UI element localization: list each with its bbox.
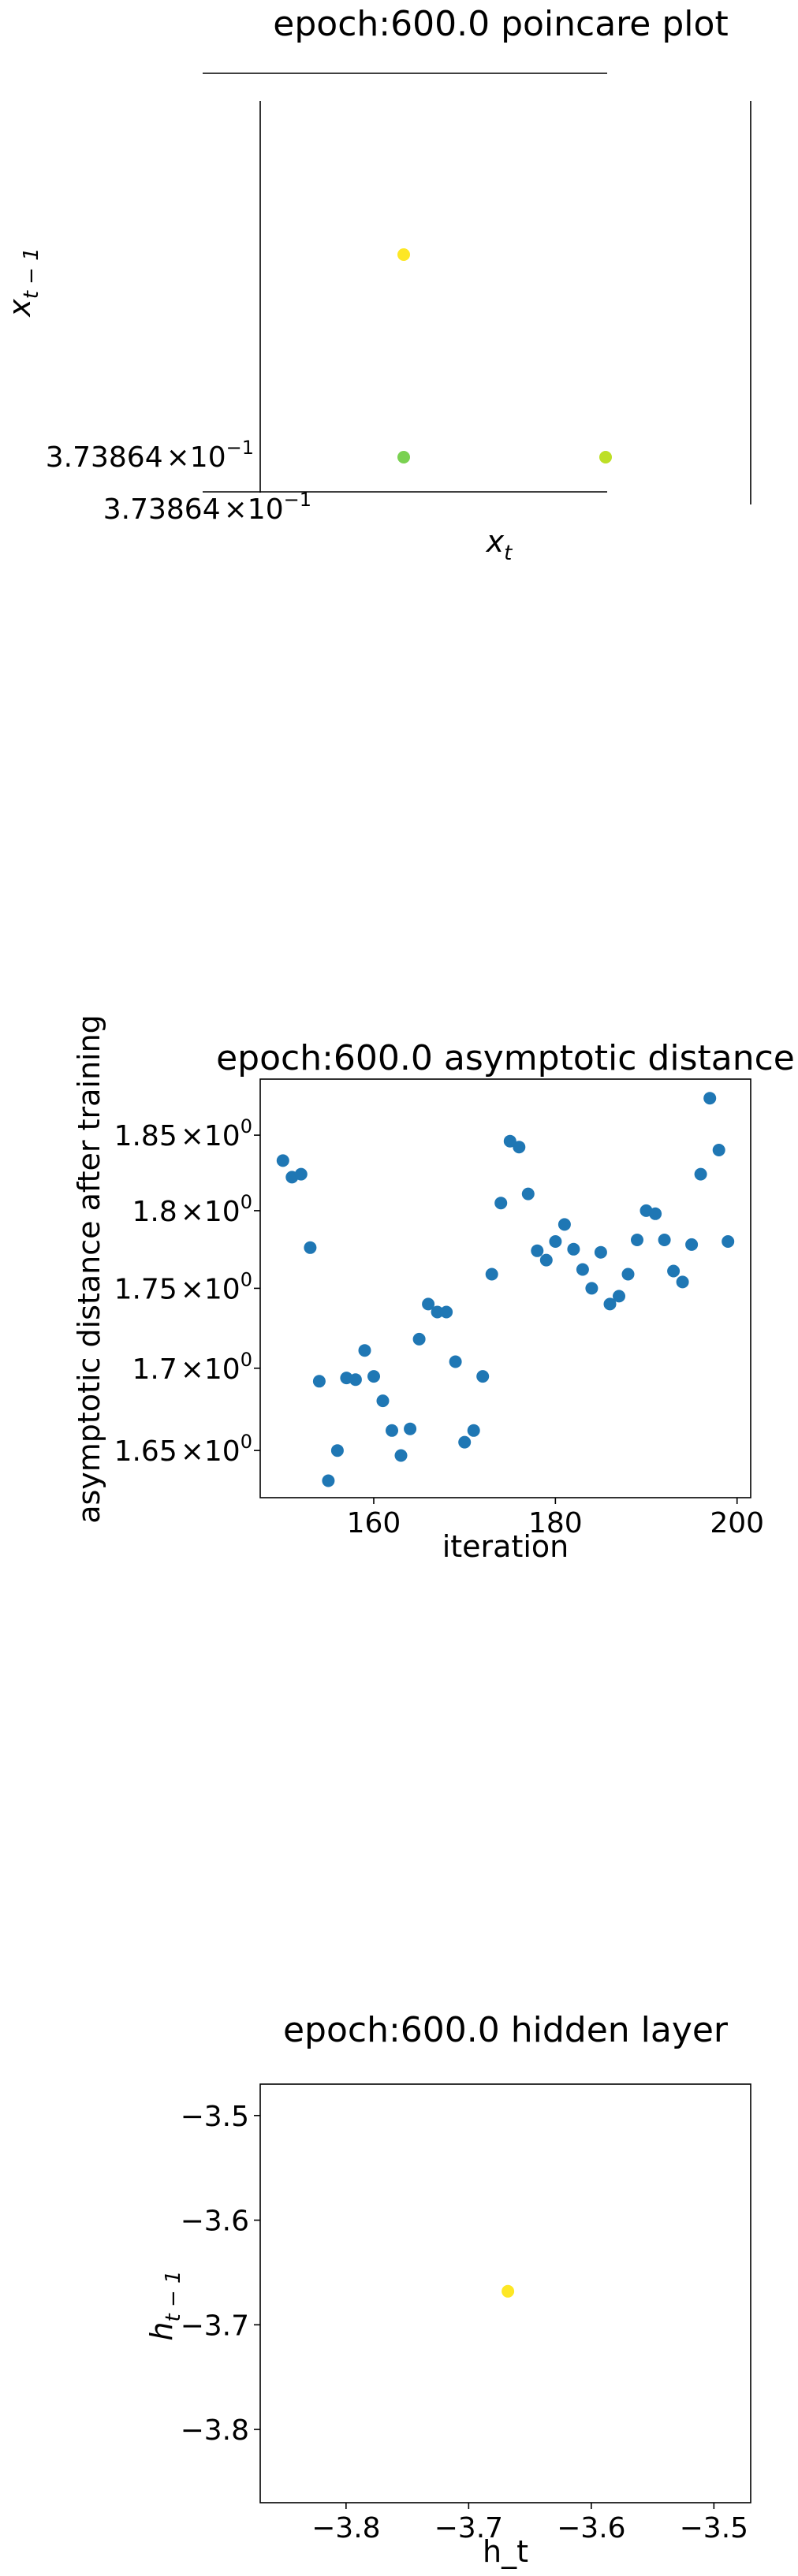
- asymptotic-point: [349, 1373, 362, 1387]
- asymptotic-point: [667, 1264, 681, 1278]
- poincare-chart: epoch:600.0 poincare plot 3.73864 ×10−1 3…: [2, 4, 751, 565]
- hidden-y-tick-label: −3.7: [181, 2310, 249, 2342]
- asymptotic-point: [376, 1394, 390, 1408]
- asymptotic-point: [276, 1154, 289, 1167]
- asymptotic-x-tick-label: 160: [347, 1507, 401, 1539]
- asymptotic-point: [531, 1244, 544, 1257]
- asymptotic-point: [386, 1424, 398, 1437]
- asymptotic-point: [330, 1444, 344, 1457]
- asymptotic-point: [394, 1449, 408, 1462]
- hidden-point: [502, 2284, 515, 2298]
- asymptotic-point: [685, 1238, 699, 1251]
- hidden-y-tick-label: −3.6: [181, 2206, 249, 2238]
- asymptotic-x-ticks: 160 180 200: [347, 1498, 764, 1539]
- asymptotic-point: [603, 1297, 617, 1311]
- asymptotic-point: [440, 1305, 453, 1319]
- asymptotic-point: [621, 1268, 635, 1281]
- hidden-x-tick-label: −3.5: [680, 2512, 748, 2544]
- asymptotic-point: [412, 1332, 426, 1346]
- asymptotic-point: [449, 1355, 462, 1368]
- poincare-point: [397, 451, 410, 463]
- hidden-x-ticks: −3.8 −3.7 −3.6 −3.5: [311, 2503, 748, 2544]
- asymptotic-x-tick-label: 180: [528, 1507, 583, 1539]
- poincare-x-tick-label: 3.73864 ×10−1: [103, 489, 311, 526]
- asymptotic-x-label: iteration: [442, 1529, 569, 1564]
- asymptotic-point: [294, 1167, 308, 1181]
- asymptotic-point: [312, 1375, 326, 1388]
- asymptotic-point: [304, 1241, 317, 1254]
- asymptotic-title: epoch:600.0 asymptotic distance: [216, 1038, 795, 1078]
- asymptotic-point: [513, 1141, 526, 1154]
- hidden-title: epoch:600.0 hidden layer: [283, 2010, 729, 2050]
- poincare-x-label: xt: [486, 524, 513, 565]
- hidden-y-label: ht − 1: [144, 2270, 185, 2340]
- poincare-point: [397, 248, 410, 261]
- asymptotic-point: [631, 1234, 643, 1246]
- hidden-y-ticks: −3.5 −3.6 −3.7 −3.8: [181, 2101, 260, 2447]
- asymptotic-points: [276, 1092, 735, 1487]
- asymptotic-point: [694, 1167, 707, 1181]
- asymptotic-chart: epoch:600.0 asymptotic distance 160 180 20…: [72, 1014, 795, 1564]
- hidden-layer-chart: epoch:600.0 hidden layer −3.8 −3.7 −3.6 −3.…: [144, 2010, 751, 2569]
- hidden-points: [502, 2284, 515, 2298]
- asymptotic-point: [503, 1134, 516, 1148]
- asymptotic-point: [494, 1197, 508, 1210]
- asymptotic-point: [549, 1235, 562, 1248]
- poincare-point: [599, 451, 612, 463]
- hidden-plot-frame: [259, 2083, 751, 2503]
- asymptotic-point: [576, 1263, 589, 1276]
- asymptotic-y-tick-label: 1.7 ×100: [132, 1349, 252, 1386]
- asymptotic-point: [658, 1234, 671, 1246]
- asymptotic-point: [539, 1253, 553, 1267]
- asymptotic-point: [485, 1268, 498, 1281]
- asymptotic-point: [358, 1344, 371, 1357]
- asymptotic-point: [431, 1305, 444, 1319]
- asymptotic-point: [404, 1422, 417, 1435]
- asymptotic-point: [594, 1245, 607, 1259]
- asymptotic-point: [722, 1235, 735, 1248]
- asymptotic-x-tick-label: 200: [710, 1507, 764, 1539]
- asymptotic-point: [613, 1290, 625, 1303]
- asymptotic-point: [476, 1370, 490, 1383]
- asymptotic-point: [712, 1144, 725, 1156]
- asymptotic-y-tick-label: 1.8 ×100: [132, 1191, 252, 1228]
- asymptotic-y-tick-label: 1.85 ×100: [114, 1115, 252, 1152]
- asymptotic-y-ticks: 1.65 ×100 1.7 ×100 1.75 ×100 1.8 ×100 1.85 ×100: [114, 1115, 260, 1468]
- asymptotic-point: [322, 1474, 335, 1487]
- asymptotic-point: [521, 1187, 535, 1201]
- asymptotic-point: [585, 1282, 598, 1295]
- asymptotic-point: [367, 1370, 380, 1383]
- asymptotic-point: [422, 1297, 435, 1311]
- asymptotic-point: [703, 1092, 717, 1105]
- asymptotic-point: [458, 1435, 472, 1449]
- poincare-y-tick-label: 3.73864 ×10−1: [46, 437, 254, 474]
- poincare-title: epoch:600.0 poincare plot: [273, 4, 728, 44]
- asymptotic-y-tick-label: 1.75 ×100: [114, 1268, 252, 1305]
- hidden-y-tick-label: −3.5: [181, 2101, 249, 2133]
- hidden-x-tick-label: −3.8: [311, 2512, 380, 2544]
- hidden-x-tick-label: −3.6: [557, 2512, 625, 2544]
- asymptotic-y-label: asymptotic distance after training: [72, 1014, 106, 1524]
- asymptotic-point: [567, 1242, 580, 1256]
- asymptotic-point: [467, 1424, 480, 1437]
- hidden-x-label: h_t: [483, 2534, 528, 2569]
- asymptotic-point: [649, 1207, 662, 1220]
- hidden-y-tick-label: −3.8: [181, 2414, 249, 2447]
- asymptotic-y-tick-label: 1.65 ×100: [114, 1431, 252, 1468]
- asymptotic-point: [557, 1218, 571, 1231]
- poincare-points: [397, 248, 612, 463]
- asymptotic-point: [676, 1275, 689, 1289]
- hidden-x-tick-label: −3.7: [434, 2512, 503, 2544]
- poincare-y-label: xt − 1: [2, 248, 43, 318]
